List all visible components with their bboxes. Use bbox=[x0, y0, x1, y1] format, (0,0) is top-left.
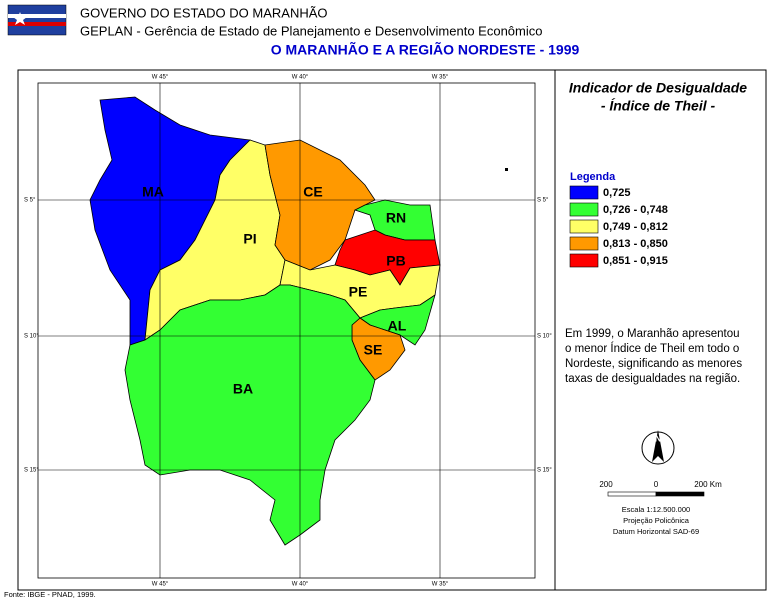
states bbox=[89, 96, 441, 546]
projection: Projeção Policônica bbox=[623, 516, 690, 525]
map-title: O MARANHÃO E A REGIÃO NORDESTE - 1999 bbox=[271, 41, 580, 58]
lat-label: S 5° bbox=[24, 198, 36, 204]
state-label: SE bbox=[364, 342, 383, 358]
legend-swatch bbox=[569, 202, 599, 217]
lon-label: W 40° bbox=[292, 582, 309, 588]
map-frame bbox=[37, 82, 536, 579]
source: Fonte: IBGE - PNAD, 1999. bbox=[4, 590, 96, 599]
legend-swatch bbox=[569, 185, 599, 200]
lat-label: S 10° bbox=[537, 334, 552, 340]
lon-label: W 45° bbox=[152, 582, 169, 588]
state bbox=[124, 284, 376, 546]
lat-label: S 15° bbox=[24, 468, 39, 474]
lon-label: W 45° bbox=[152, 75, 169, 81]
state-label: BA bbox=[233, 381, 253, 397]
legend-swatch bbox=[569, 253, 599, 268]
outer-frame bbox=[17, 69, 767, 591]
legend-label: 0,749 - 0,812 bbox=[603, 221, 668, 233]
legend-swatch bbox=[569, 236, 599, 251]
lat-label: S 15° bbox=[537, 468, 552, 474]
note-line: taxas de desigualdades na região. bbox=[565, 373, 740, 385]
legend-label: 0,726 - 0,748 bbox=[603, 204, 668, 216]
legend-label: 0,725 bbox=[603, 187, 631, 199]
lat-label: S 5° bbox=[537, 198, 549, 204]
logo bbox=[7, 4, 67, 36]
north-arrow: N bbox=[641, 430, 675, 465]
scale-label: 200 bbox=[599, 480, 613, 489]
legend-label: 0,813 - 0,850 bbox=[603, 238, 668, 250]
state-label: PI bbox=[243, 231, 256, 247]
state-label: PE bbox=[349, 284, 368, 300]
scale-label: 0 bbox=[654, 480, 659, 489]
scale-label: 200 Km bbox=[694, 480, 722, 489]
legend-title: Legenda bbox=[570, 171, 616, 183]
state-label: PB bbox=[386, 253, 405, 269]
legend-swatch bbox=[569, 219, 599, 234]
state-label: MA bbox=[142, 184, 164, 200]
north-label: N bbox=[655, 433, 662, 443]
legend: 0,725 0,726 - 0,748 0,749 - 0,812 0,813 - 0… bbox=[569, 185, 668, 268]
scale-bar: 200 0 200 Km bbox=[599, 480, 722, 497]
panel-subtitle: - Índice de Theil - bbox=[601, 98, 716, 114]
lon-label: W 40° bbox=[292, 75, 309, 81]
state-label: CE bbox=[303, 184, 322, 200]
note-line: Em 1999, o Maranhão apresentou bbox=[565, 328, 740, 340]
scale-text: Escala 1:12.500.000 bbox=[622, 505, 690, 514]
datum: Datum Horizontal SAD-69 bbox=[613, 527, 699, 536]
note-line: o menor Índice de Theil em todo o bbox=[565, 342, 739, 355]
lon-label: W 35° bbox=[432, 75, 449, 81]
state-label: RN bbox=[386, 210, 406, 226]
graticule: W 45° W 40° W 35° W 45° W 40° W 35° S 5°… bbox=[24, 75, 552, 588]
legend-label: 0,851 - 0,915 bbox=[603, 255, 668, 267]
island bbox=[505, 168, 508, 171]
lon-label: W 35° bbox=[432, 582, 449, 588]
state bbox=[264, 139, 376, 271]
lat-label: S 10° bbox=[24, 334, 39, 340]
state-label: AL bbox=[388, 318, 407, 334]
department: GEPLAN - Gerência de Estado de Planejame… bbox=[80, 23, 542, 38]
panel-title: Indicador de Desigualdade bbox=[569, 80, 747, 96]
org-name: GOVERNO DO ESTADO DO MARANHÃO bbox=[80, 5, 328, 20]
note-line: Nordeste, significando as menores bbox=[565, 358, 742, 370]
